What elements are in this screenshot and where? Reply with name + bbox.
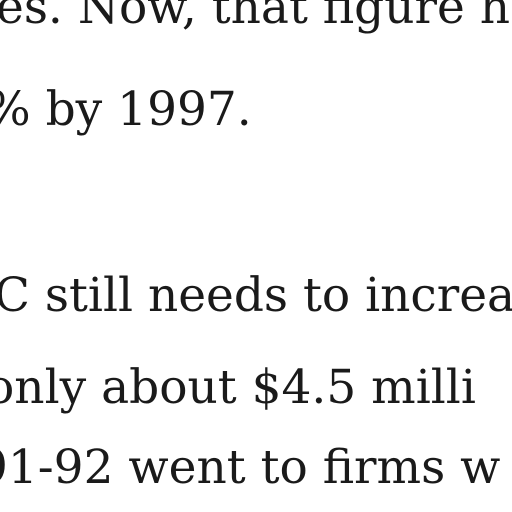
text-line: only about $4.5 milli — [0, 360, 476, 415]
text-line: % by 1997. — [0, 82, 252, 137]
text-line: 91-92 went to firms w — [0, 440, 501, 495]
text-line: es. Now, that figure ha — [0, 0, 512, 35]
text-line: C still needs to increa — [0, 268, 512, 323]
